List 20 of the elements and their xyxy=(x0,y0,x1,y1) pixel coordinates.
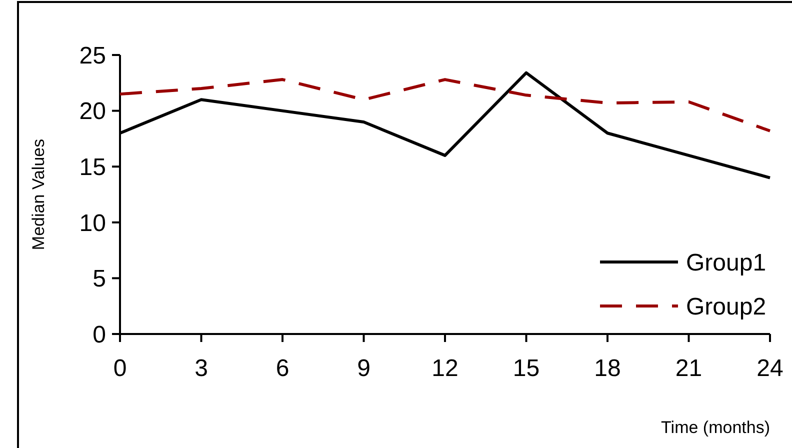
x-tick-label: 15 xyxy=(512,355,540,382)
legend-label: Group2 xyxy=(686,293,766,320)
x-tick-label: 24 xyxy=(756,355,784,382)
x-axis-title: Time (months) xyxy=(661,418,770,437)
y-tick-label: 25 xyxy=(79,42,106,70)
x-tick-label: 21 xyxy=(675,355,702,382)
x-tick-label: 6 xyxy=(276,355,290,382)
y-tick-label: 20 xyxy=(79,98,106,126)
y-tick-label: 10 xyxy=(79,210,106,237)
x-tick-label: 3 xyxy=(194,355,208,382)
y-tick-label: 0 xyxy=(92,321,106,348)
y-tick-label: 15 xyxy=(79,154,106,181)
y-tick-label: 5 xyxy=(92,266,106,293)
x-tick-label: 18 xyxy=(594,355,621,382)
legend-label: Group1 xyxy=(686,249,766,276)
x-tick-label: 12 xyxy=(432,355,458,382)
line-series xyxy=(118,78,772,132)
x-tick-label: 9 xyxy=(357,355,370,382)
x-tick-label: 0 xyxy=(113,355,127,382)
y-axis-title: Median Values xyxy=(29,138,48,250)
